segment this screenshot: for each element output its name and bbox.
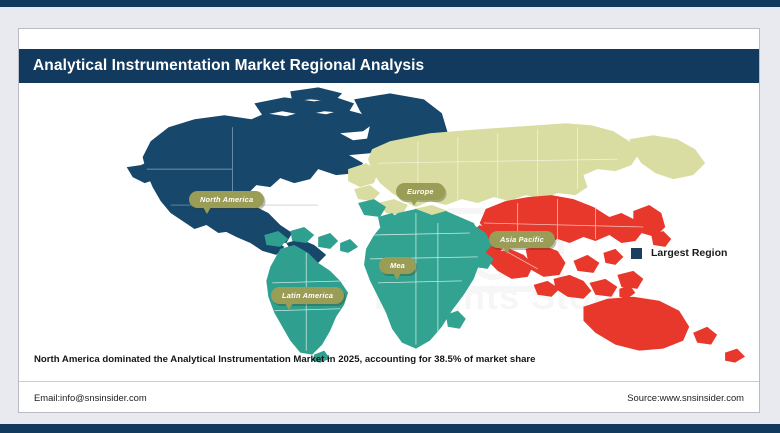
legend-swatch-largest-region [631, 247, 642, 259]
footer-source[interactable]: Source:www.snsinsider.com [627, 392, 744, 403]
footer: Email:info@snsinsider.com Source:www.sns… [19, 382, 759, 412]
region-mea[interactable] [358, 199, 494, 349]
bottom-accent-bar [0, 424, 780, 433]
map-label-mea[interactable]: Mea [379, 257, 416, 280]
page-title: Analytical Instrumentation Market Region… [33, 57, 425, 74]
map-label-asia-pacific[interactable]: Asia Pacific [489, 231, 555, 254]
caption-text: North America dominated the Analytical I… [34, 354, 536, 365]
map-stage: Insights Store [19, 83, 759, 363]
legend: Largest Region [631, 247, 727, 259]
top-accent-bar [0, 0, 780, 7]
region-asia-pacific[interactable] [463, 195, 746, 363]
footer-email[interactable]: Email:info@snsinsider.com [34, 392, 147, 403]
title-bar: Analytical Instrumentation Market Region… [19, 49, 759, 83]
map-label-north-america[interactable]: North America [189, 191, 265, 214]
footer-divider [19, 381, 759, 382]
map-label-latin-america[interactable]: Latin America [271, 287, 345, 310]
map-label-europe[interactable]: Europe [396, 183, 445, 206]
legend-label-largest-region: Largest Region [651, 247, 728, 259]
infographic-card: Analytical Instrumentation Market Region… [18, 28, 760, 413]
world-map [126, 87, 746, 363]
